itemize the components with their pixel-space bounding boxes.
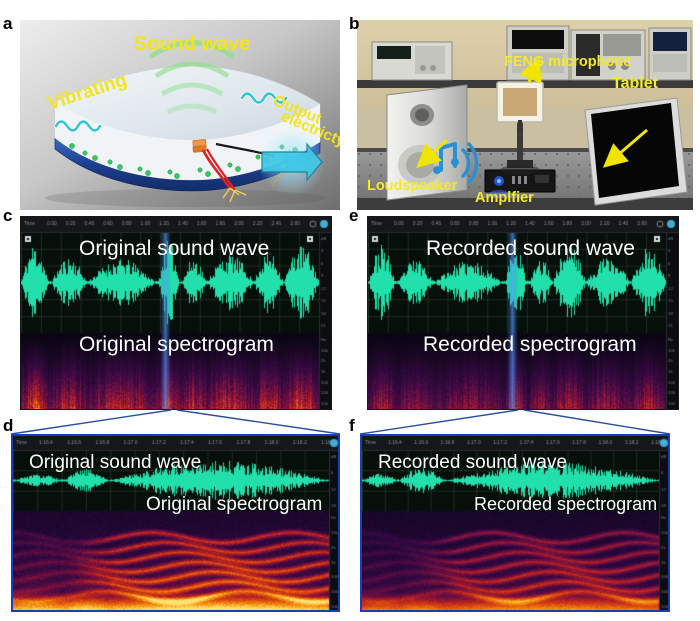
svg-text:Tablet: Tablet <box>612 75 659 92</box>
svg-text:Amplfier: Amplfier <box>475 190 534 206</box>
svg-text:Loudspeaker: Loudspeaker <box>367 178 458 194</box>
svg-text:FENG microphone: FENG microphone <box>504 54 631 70</box>
svg-text:Sound wave: Sound wave <box>134 33 251 55</box>
